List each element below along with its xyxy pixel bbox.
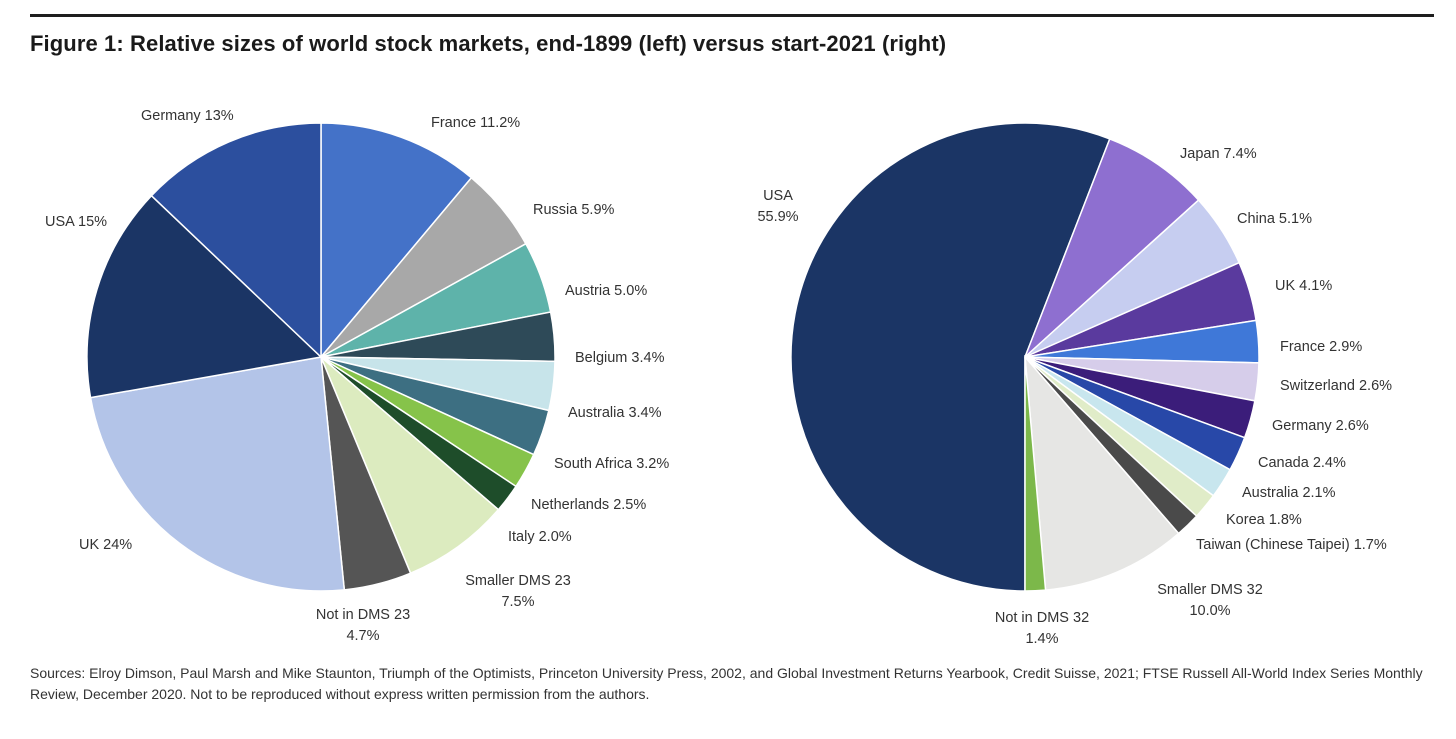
slice-label-netherlands: Netherlands 2.5% (531, 497, 646, 513)
slice-label-south-africa: South Africa 3.2% (554, 456, 669, 472)
slice-label-smaller-dms-32: Smaller DMS 32 10.0% (1157, 582, 1263, 619)
slice-label-uk: UK 4.1% (1275, 278, 1332, 294)
pie-slice-smaller-dms-32 (1024, 354, 1180, 591)
pie-slice-uk (89, 356, 346, 592)
slice-label-germany: Germany 2.6% (1272, 418, 1369, 434)
pie-slice-not-in-dms-32 (1024, 356, 1047, 592)
slice-label-belgium: Belgium 3.4% (575, 350, 665, 366)
slice-label-austria: Austria 5.0% (565, 283, 647, 299)
slice-label-smaller-dms-23: Smaller DMS 23 7.5% (465, 573, 571, 610)
slice-label-france: France 2.9% (1280, 339, 1362, 355)
slice-label-japan: Japan 7.4% (1180, 146, 1257, 162)
pie-slice-usa (86, 194, 323, 399)
pie-slice-japan (1024, 137, 1200, 358)
slice-label-usa: USA 15% (45, 214, 107, 230)
slice-label-korea: Korea 1.8% (1226, 512, 1302, 528)
slice-label-usa: USA 55.9% (757, 188, 798, 225)
slice-label-uk: UK 24% (79, 537, 132, 553)
pie-slice-smaller-dms-23 (320, 356, 500, 575)
slice-label-canada: Canada 2.4% (1258, 455, 1346, 471)
pie-chart-start-2021: USA 55.9% Japan 7.4% China 5.1% UK 4.1% Franc… (757, 122, 1392, 647)
figure-title: Figure 1: Relative sizes of world stock … (30, 31, 947, 56)
slice-label-taiwan-chinese-taipei: Taiwan (Chinese Taipei) 1.7% (1196, 537, 1387, 553)
top-rule (30, 14, 1434, 17)
slice-label-australia: Australia 2.1% (1242, 485, 1336, 501)
slice-label-russia: Russia 5.9% (533, 202, 615, 218)
slice-label-not-in-dms-23: Not in DMS 23 4.7% (316, 607, 410, 644)
slice-label-china: China 5.1% (1237, 211, 1312, 227)
slice-label-not-in-dms-32: Not in DMS 32 1.4% (995, 610, 1089, 647)
slice-label-switzerland: Switzerland 2.6% (1280, 378, 1392, 394)
slice-label-australia: Australia 3.4% (568, 405, 662, 421)
slice-label-france: France 11.2% (431, 115, 520, 131)
slice-label-germany: Germany 13% (141, 108, 234, 124)
sources-note: Sources: Elroy Dimson, Paul Marsh and Mi… (30, 665, 1423, 702)
pie-chart-end-1899: France 11.2% Russia 5.9% Austria 5.0% Belgi… (45, 108, 669, 644)
slice-label-italy: Italy 2.0% (508, 529, 572, 545)
pie-slice-germany (150, 122, 322, 359)
pie-slice-usa (790, 122, 1111, 592)
pie-slice-france (320, 122, 473, 360)
